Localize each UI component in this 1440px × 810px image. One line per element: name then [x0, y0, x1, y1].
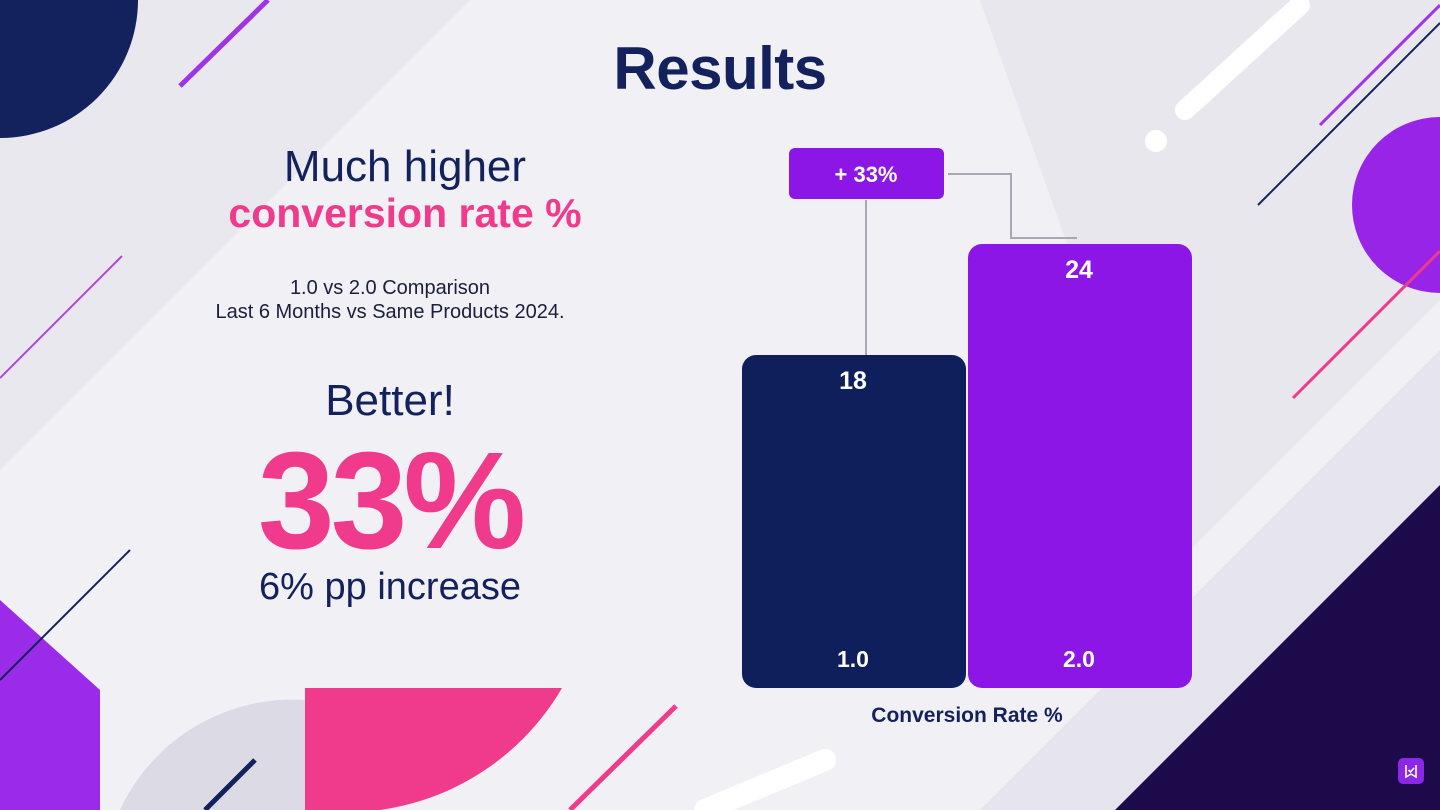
check-icon [1405, 765, 1417, 779]
subtitle-line-1: 1.0 vs 2.0 Comparison [289, 277, 491, 299]
big-stat: 33% [257, 424, 526, 578]
navy-circle-shape [0, 0, 138, 138]
headline-line-1: Much higher [283, 142, 527, 191]
bar-category-label: 2.0 [1063, 646, 1095, 672]
bar-value-label: 18 [839, 367, 867, 395]
annotation-label: + 33% [835, 162, 898, 187]
subtitle-line-2: Last 6 Months vs Same Products 2024. [215, 301, 565, 323]
bookmark-check-icon[interactable] [1398, 758, 1424, 784]
bar-value-label: 24 [1065, 256, 1093, 284]
increase-label: 6% pp increase [259, 566, 521, 608]
bar-chart: + 33% 18 1.0 24 2.0 Conversion Rate % [742, 148, 1192, 727]
bar-category-label: 1.0 [837, 646, 869, 672]
headline-line-2: conversion rate % [228, 190, 582, 236]
slide-title: Results [613, 35, 827, 102]
bar-1.0 [742, 355, 966, 688]
x-axis-label: Conversion Rate % [871, 704, 1063, 727]
annotation-connector [865, 173, 1077, 355]
purple-circle-shape [1352, 117, 1440, 293]
annotation-box [789, 148, 944, 199]
better-label: Better! [325, 376, 455, 425]
bar-2.0 [968, 244, 1192, 688]
